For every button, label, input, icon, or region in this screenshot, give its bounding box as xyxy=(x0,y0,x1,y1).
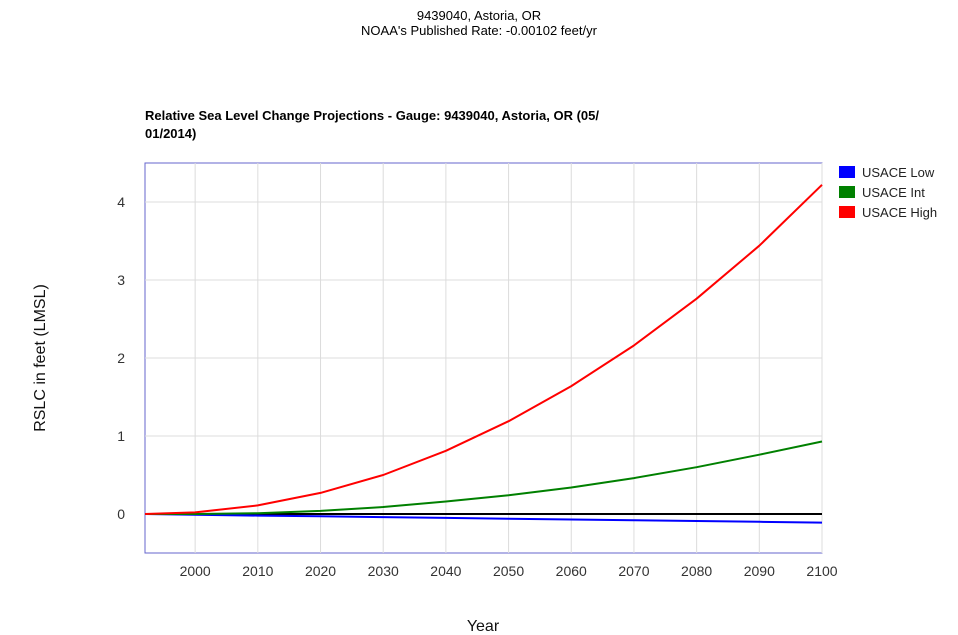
x-tick-label-2000: 2000 xyxy=(180,563,211,579)
x-tick-label-2020: 2020 xyxy=(305,563,336,579)
x-tick-label-2040: 2040 xyxy=(430,563,461,579)
y-tick-label-3: 3 xyxy=(117,272,125,288)
legend-label-usace-high: USACE High xyxy=(862,205,937,220)
x-tick-label-2030: 2030 xyxy=(368,563,399,579)
x-tick-label-2080: 2080 xyxy=(681,563,712,579)
x-tick-label-2090: 2090 xyxy=(744,563,775,579)
chart-title-line-2: 01/2014) xyxy=(145,126,197,141)
series-line-usace-high xyxy=(144,184,823,515)
legend-label-usace-int: USACE Int xyxy=(862,185,925,200)
y-tick-labels: 0 1 2 3 4 xyxy=(117,194,125,522)
station-name: 9439040, Astoria, OR xyxy=(416,8,542,23)
x-axis-label: Year xyxy=(467,618,500,635)
series-line-usace-low xyxy=(144,513,823,524)
y-tick-label-1: 1 xyxy=(117,428,125,444)
x-tick-label-2060: 2060 xyxy=(556,563,587,579)
y-tick-label-2: 2 xyxy=(117,350,125,366)
y-tick-label-0: 0 xyxy=(117,506,125,522)
x-tick-labels: 2000 2010 2020 2030 2040 2050 2060 2070 2080 2090… xyxy=(180,563,838,579)
legend-swatch-usace-high xyxy=(839,206,855,218)
published-rate: NOAA's Published Rate: -0.00102 feet/yr xyxy=(361,23,597,38)
x-tick-label-2010: 2010 xyxy=(242,563,273,579)
chart-title-line-1: Relative Sea Level Change Projections - … xyxy=(145,108,599,123)
series-line-usace-int xyxy=(145,440,823,515)
legend: USACE Low USACE Int USACE High xyxy=(839,165,937,220)
legend-label-usace-low: USACE Low xyxy=(862,165,935,180)
y-axis-label: RSLC in feet (LMSL) xyxy=(32,284,49,432)
legend-swatch-usace-low xyxy=(839,166,855,178)
x-tick-label-2050: 2050 xyxy=(493,563,524,579)
series-lines xyxy=(144,184,823,524)
x-tick-label-2070: 2070 xyxy=(618,563,649,579)
x-tick-label-2100: 2100 xyxy=(806,563,837,579)
y-tick-label-4: 4 xyxy=(117,194,125,210)
chart-header: 9439040, Astoria, OR NOAA's Published Ra… xyxy=(0,8,958,38)
legend-swatch-usace-int xyxy=(839,186,855,198)
chart-title: Relative Sea Level Change Projections - … xyxy=(145,107,825,143)
